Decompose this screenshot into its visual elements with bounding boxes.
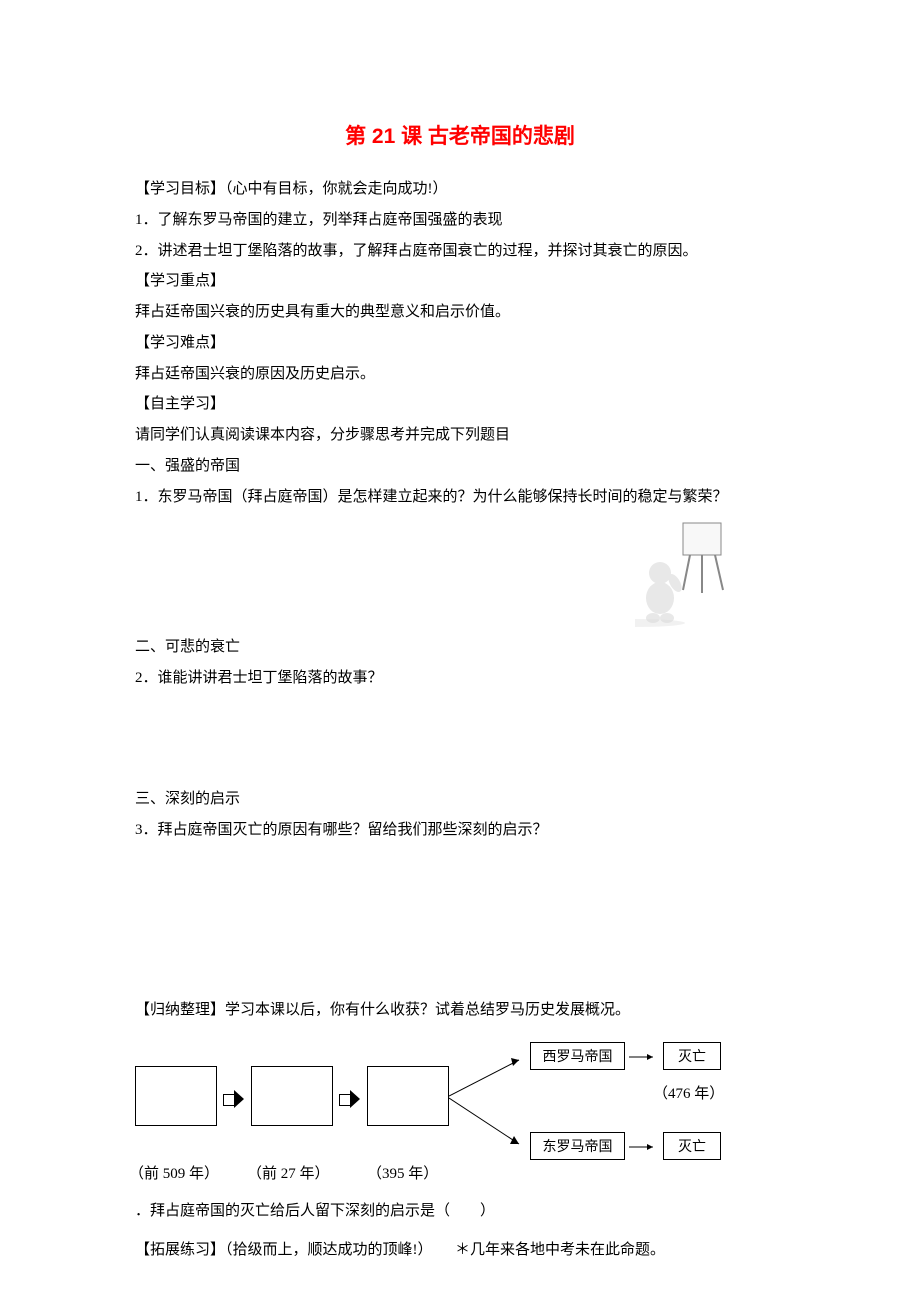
west-rome-box: 西罗马帝国 bbox=[530, 1042, 625, 1070]
easel-figure-image bbox=[635, 518, 745, 628]
diagram-box-1 bbox=[135, 1066, 217, 1126]
arrow-east-death bbox=[629, 1142, 659, 1152]
arrow-1 bbox=[223, 1092, 243, 1106]
death-box-2: 灭亡 bbox=[663, 1132, 721, 1160]
section1-header: 一、强盛的帝国 bbox=[135, 451, 785, 482]
arrow-2 bbox=[339, 1092, 359, 1106]
section2-q2: 2．谁能讲讲君士坦丁堡陷落的故事？ bbox=[135, 663, 785, 694]
selfstudy-header: 【自主学习】 bbox=[135, 389, 785, 420]
objective-2: 2．讲述君士坦丁堡陷落的故事，了解拜占庭帝国衰亡的过程，并探讨其衰亡的原因。 bbox=[135, 236, 785, 267]
branch-arrow-down bbox=[449, 1096, 531, 1151]
branch-arrow-up bbox=[449, 1054, 531, 1099]
death-box-1: 灭亡 bbox=[663, 1042, 721, 1070]
focus-text: 拜占廷帝国兴衰的历史具有重大的典型意义和启示价值。 bbox=[135, 297, 785, 328]
rome-history-diagram: 西罗马帝国 灭亡 （476 年） 东罗马帝国 灭亡 （前 509 年） （前 2… bbox=[135, 1034, 785, 1204]
year-395: （395 年） bbox=[367, 1162, 438, 1183]
difficulty-text: 拜占廷帝国兴衰的原因及历史启示。 bbox=[135, 359, 785, 390]
objective-1: 1．了解东罗马帝国的建立，列举拜占庭帝国强盛的表现 bbox=[135, 205, 785, 236]
objectives-header: 【学习目标】（心中有目标，你就会走向成功!） bbox=[135, 174, 785, 205]
diagram-box-2 bbox=[251, 1066, 333, 1126]
year-476: （476 年） bbox=[653, 1082, 724, 1103]
diagram-box-3 bbox=[367, 1066, 449, 1126]
section3-header: 三、深刻的启示 bbox=[135, 784, 785, 815]
practice-header: 【拓展练习】（拾级而上，顺达成功的顶峰!） ＊几年来各地中考未在此命题。 bbox=[135, 1235, 785, 1266]
year-509bc: （前 509 年） bbox=[129, 1162, 219, 1183]
section3-q3: 3．拜占庭帝国灭亡的原因有哪些？留给我们那些深刻的启示？ bbox=[135, 815, 785, 846]
east-rome-box: 东罗马帝国 bbox=[530, 1132, 625, 1160]
lesson-title: 第 21 课 古老帝国的悲剧 bbox=[135, 120, 785, 150]
difficulty-header: 【学习难点】 bbox=[135, 328, 785, 359]
selfstudy-text: 请同学们认真阅读课本内容，分步骤思考并完成下列题目 bbox=[135, 420, 785, 451]
summary-header: 【归纳整理】学习本课以后，你有什么收获？试着总结罗马历史发展概况。 bbox=[135, 995, 785, 1026]
section1-q1: 1．东罗马帝国（拜占庭帝国）是怎样建立起来的？为什么能够保持长时间的稳定与繁荣？ bbox=[135, 482, 785, 513]
focus-header: 【学习重点】 bbox=[135, 266, 785, 297]
arrow-west-death bbox=[629, 1052, 659, 1062]
year-27bc: （前 27 年） bbox=[247, 1162, 330, 1183]
section2-header: 二、可悲的衰亡 bbox=[135, 632, 785, 663]
